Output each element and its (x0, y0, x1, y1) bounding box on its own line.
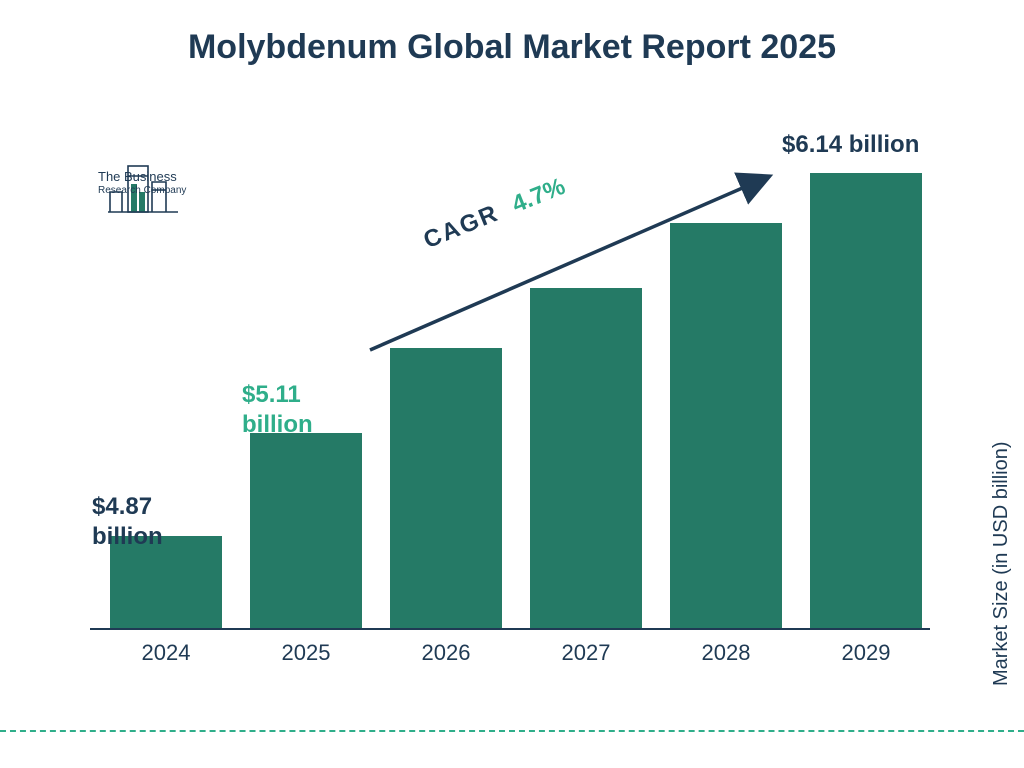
value-label-2024: $4.87 billion (92, 492, 163, 552)
value-label-2025: $5.11 billion (242, 380, 313, 440)
value-label-2025-amount: $5.11 (242, 380, 313, 410)
bar-2029 (810, 173, 922, 628)
value-label-2024-unit: billion (92, 522, 163, 552)
value-label-2024-amount: $4.87 (92, 492, 163, 522)
chart-title: Molybdenum Global Market Report 2025 (0, 28, 1024, 67)
xlabel-2027: 2027 (526, 640, 646, 666)
bar-2025 (250, 433, 362, 628)
x-axis-line (90, 628, 930, 630)
xlabel-2024: 2024 (106, 640, 226, 666)
xlabel-2025: 2025 (246, 640, 366, 666)
value-label-2029-text: $6.14 billion (782, 131, 919, 158)
xlabel-2026: 2026 (386, 640, 506, 666)
xlabel-2029: 2029 (806, 640, 926, 666)
value-label-2025-unit: billion (242, 410, 313, 440)
growth-arrow-icon (360, 160, 790, 360)
y-axis-label: Market Size (in USD billion) (991, 442, 1014, 687)
bar-2026 (390, 348, 502, 628)
xlabel-2028: 2028 (666, 640, 786, 666)
bottom-dashed-divider (0, 730, 1024, 732)
value-label-2029: $6.14 billion (782, 130, 919, 160)
